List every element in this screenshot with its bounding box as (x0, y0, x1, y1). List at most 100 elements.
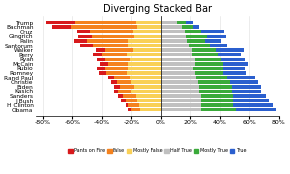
Bar (192, 53, 218, 56)
Bar (223, 67, 245, 70)
Bar (118, 94, 123, 98)
Bar (161, 48, 192, 52)
Bar (131, 81, 161, 84)
Bar (93, 44, 128, 47)
Bar (192, 48, 215, 52)
Bar (99, 71, 106, 75)
Bar (77, 30, 90, 33)
Bar (80, 44, 93, 47)
Bar (161, 81, 198, 84)
Bar (201, 108, 236, 112)
Bar (97, 58, 105, 61)
Bar (161, 99, 201, 102)
Bar (97, 67, 105, 70)
Bar (106, 71, 127, 75)
Bar (227, 76, 255, 79)
Bar (130, 58, 161, 61)
Bar (233, 103, 273, 107)
Bar (126, 103, 128, 107)
Bar (133, 48, 161, 52)
Bar (137, 25, 161, 29)
Bar (139, 103, 161, 107)
Bar (126, 99, 137, 102)
Bar (105, 58, 130, 61)
Bar (78, 35, 92, 38)
Bar (114, 85, 119, 89)
Bar (121, 99, 126, 102)
Bar (114, 76, 130, 79)
Bar (215, 48, 244, 52)
Bar (75, 21, 136, 24)
Bar (161, 67, 193, 70)
Bar (195, 58, 221, 61)
Bar (196, 76, 227, 79)
Bar (131, 108, 140, 112)
Bar (46, 21, 75, 24)
Bar (123, 94, 136, 98)
Bar (161, 39, 187, 43)
Bar (114, 90, 118, 93)
Bar (161, 108, 201, 112)
Bar (218, 53, 241, 56)
Bar (140, 108, 161, 112)
Bar (117, 81, 131, 84)
Bar (161, 85, 199, 89)
Bar (161, 35, 186, 38)
Bar (128, 108, 131, 112)
Bar (93, 53, 102, 56)
Bar (230, 81, 258, 84)
Bar (205, 39, 221, 43)
Bar (189, 44, 210, 47)
Bar (105, 67, 128, 70)
Bar (201, 94, 233, 98)
Bar (128, 103, 139, 107)
Bar (131, 90, 161, 93)
Bar (161, 53, 192, 56)
Bar (199, 85, 232, 89)
Bar (223, 71, 246, 75)
Bar (201, 99, 233, 102)
Bar (96, 48, 105, 52)
Bar (195, 62, 223, 66)
Bar (184, 30, 201, 33)
Bar (161, 62, 195, 66)
Bar (233, 94, 266, 98)
Bar (210, 44, 227, 47)
Bar (161, 103, 201, 107)
Bar (232, 85, 261, 89)
Bar (137, 99, 161, 102)
Bar (201, 103, 233, 107)
Bar (195, 71, 223, 75)
Bar (193, 67, 223, 70)
Bar (102, 53, 127, 56)
Bar (111, 81, 117, 84)
Bar (90, 30, 133, 33)
Bar (128, 62, 161, 66)
Bar (207, 35, 226, 38)
Bar (161, 30, 184, 33)
Bar (201, 30, 224, 33)
Bar (134, 35, 161, 38)
Bar (161, 21, 177, 24)
Bar (182, 25, 193, 29)
Bar (223, 62, 248, 66)
Bar (128, 67, 161, 70)
Bar (136, 21, 161, 24)
Bar (127, 71, 161, 75)
Bar (128, 44, 161, 47)
Bar (233, 99, 269, 102)
Bar (108, 76, 114, 79)
Bar (92, 35, 134, 38)
Bar (118, 90, 131, 93)
Bar (161, 76, 196, 79)
Bar (198, 81, 230, 84)
Bar (236, 108, 276, 112)
Bar (105, 48, 133, 52)
Bar (52, 25, 71, 29)
Bar (71, 25, 137, 29)
Bar (187, 39, 205, 43)
Bar (186, 35, 207, 38)
Bar (130, 76, 161, 79)
Bar (87, 39, 128, 43)
Bar (161, 90, 199, 93)
